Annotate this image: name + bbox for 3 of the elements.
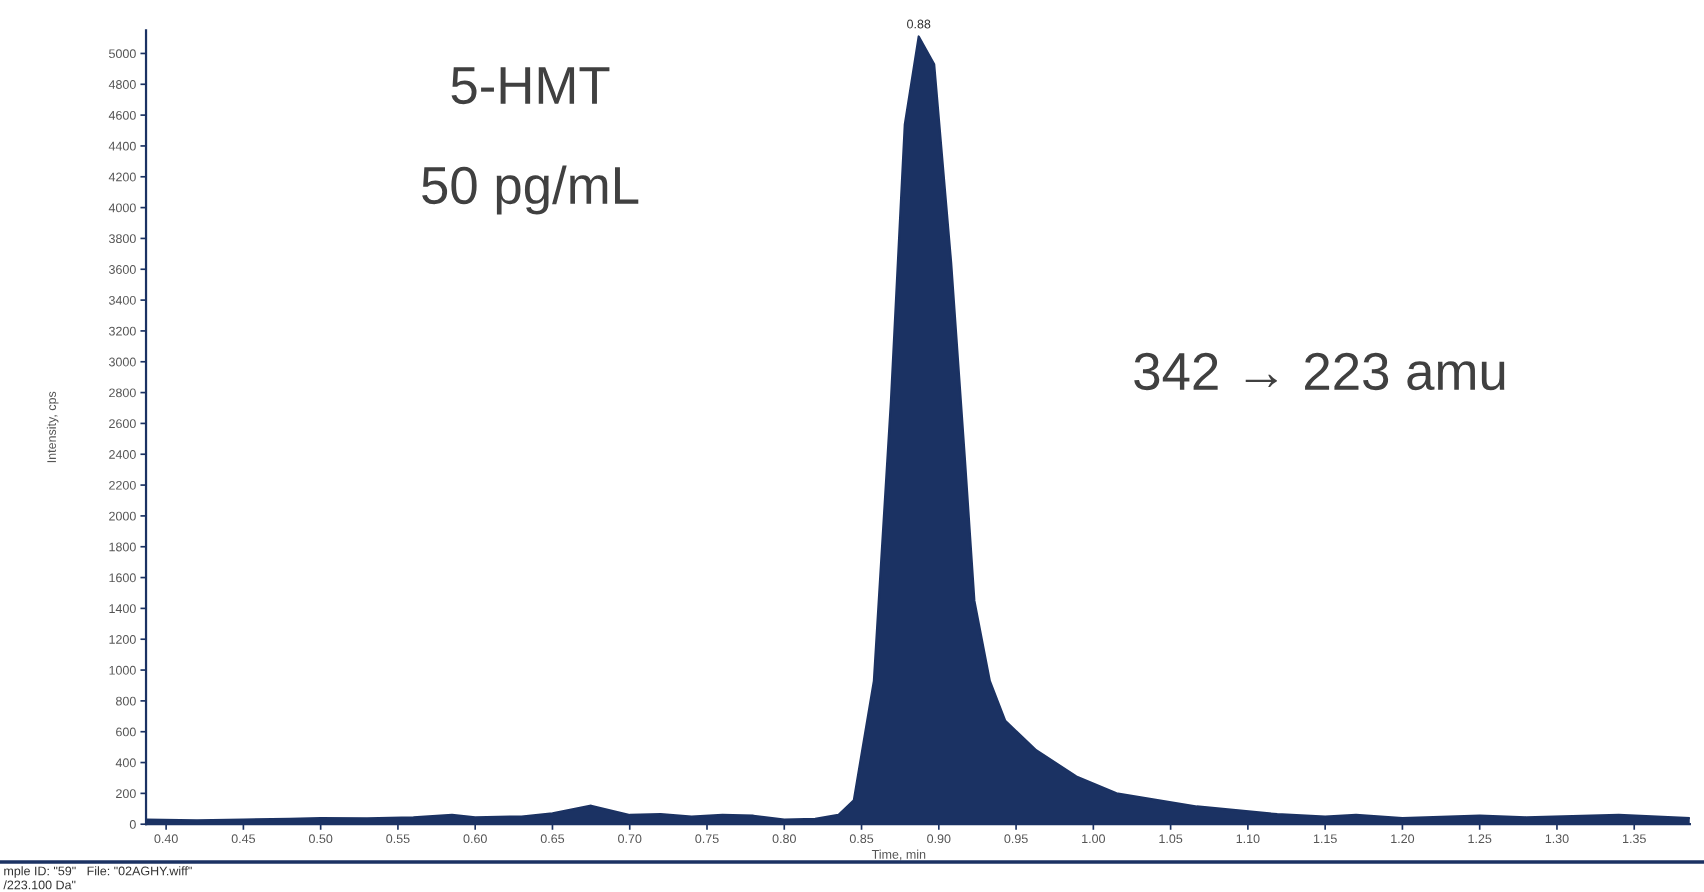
annotation: 342 → 223 amu xyxy=(1134,352,1505,391)
annotation: 5-HMT xyxy=(451,67,610,105)
annotation: 50 pg/mL xyxy=(422,165,639,215)
